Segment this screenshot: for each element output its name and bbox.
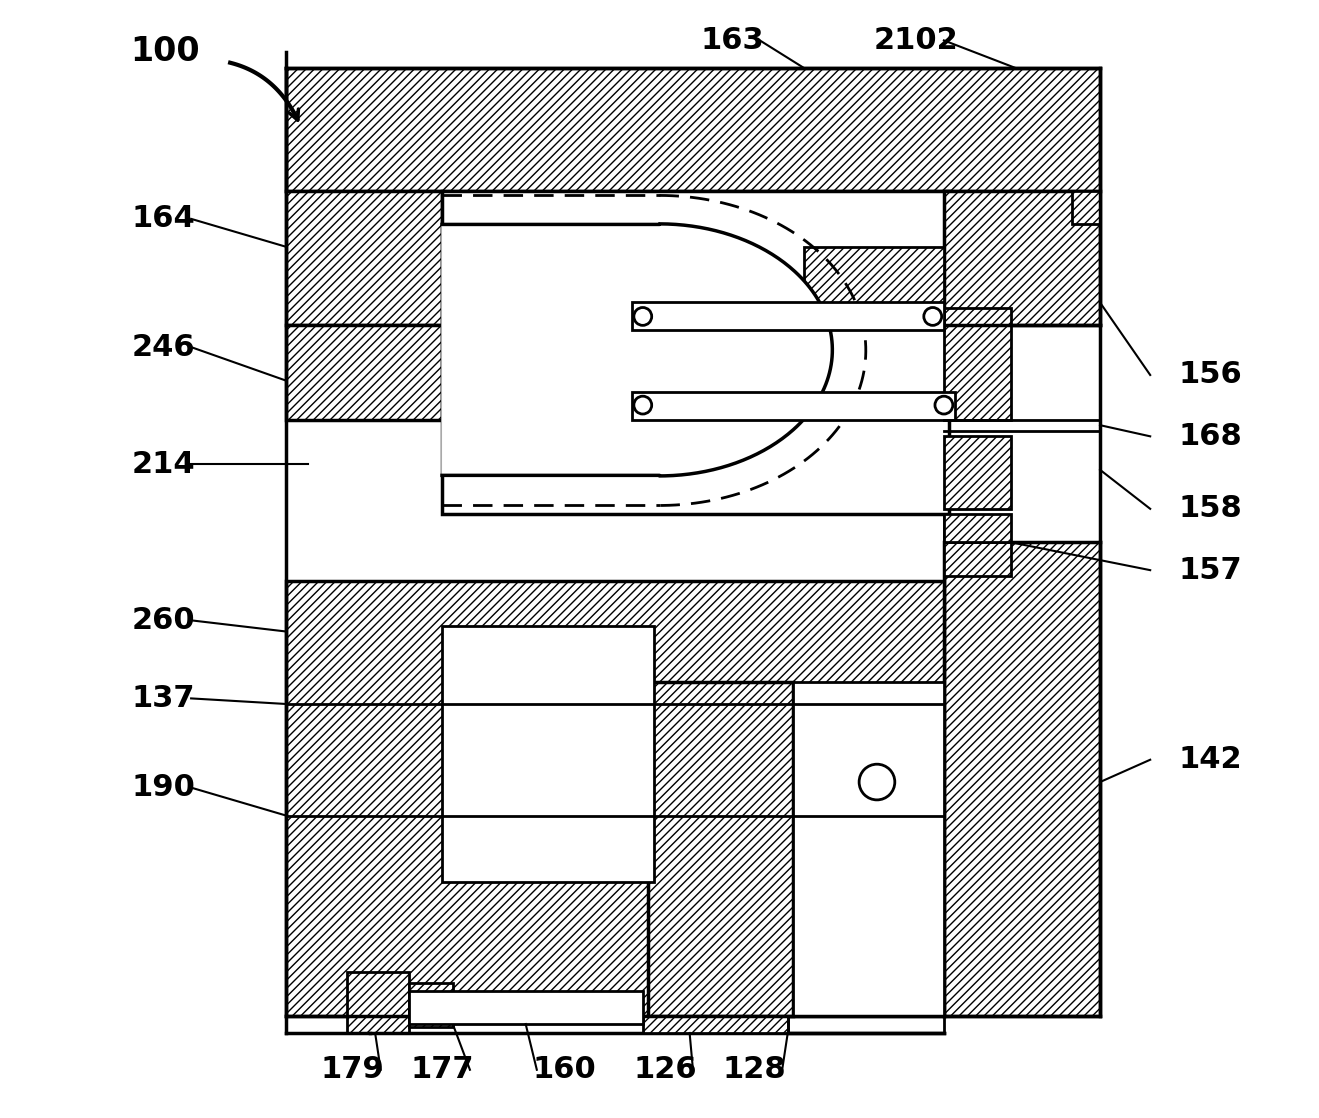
Bar xyxy=(649,682,793,1016)
Text: 2102: 2102 xyxy=(873,26,959,55)
Bar xyxy=(347,972,409,1033)
Bar xyxy=(944,514,1010,542)
Bar xyxy=(286,581,944,1016)
Text: 100: 100 xyxy=(129,35,199,68)
Text: 126: 126 xyxy=(633,1055,696,1084)
Text: 160: 160 xyxy=(533,1055,596,1084)
Bar xyxy=(1072,191,1100,225)
Bar xyxy=(944,542,1010,576)
Text: 156: 156 xyxy=(1178,360,1241,389)
Bar xyxy=(793,682,944,1016)
Polygon shape xyxy=(442,224,832,476)
Circle shape xyxy=(634,396,652,414)
Text: 163: 163 xyxy=(700,26,764,55)
Bar xyxy=(409,983,454,1027)
Bar xyxy=(805,247,944,309)
Text: 246: 246 xyxy=(132,333,195,361)
Text: 168: 168 xyxy=(1178,421,1241,451)
Bar xyxy=(944,436,1010,509)
Text: 158: 158 xyxy=(1178,494,1241,523)
Text: 128: 128 xyxy=(723,1055,786,1084)
Bar xyxy=(442,191,950,514)
Bar xyxy=(642,1016,787,1033)
Text: 190: 190 xyxy=(132,774,195,802)
Text: 142: 142 xyxy=(1178,746,1241,775)
Bar xyxy=(944,309,1010,419)
Text: 177: 177 xyxy=(410,1055,474,1084)
Text: 137: 137 xyxy=(132,684,195,713)
Bar xyxy=(632,391,955,419)
Bar xyxy=(286,68,1100,191)
Bar xyxy=(442,626,654,882)
Bar xyxy=(286,325,442,419)
Bar xyxy=(944,191,1100,325)
Bar xyxy=(632,303,944,331)
Text: 164: 164 xyxy=(132,205,195,234)
Circle shape xyxy=(923,307,942,325)
Circle shape xyxy=(859,765,894,799)
Bar xyxy=(944,542,1100,1016)
Circle shape xyxy=(935,396,952,414)
Text: 157: 157 xyxy=(1178,556,1241,585)
Circle shape xyxy=(634,307,652,325)
Text: 260: 260 xyxy=(132,606,195,635)
Text: 214: 214 xyxy=(132,449,195,479)
Bar xyxy=(409,991,642,1024)
Text: 179: 179 xyxy=(321,1055,385,1084)
Bar xyxy=(286,191,442,325)
